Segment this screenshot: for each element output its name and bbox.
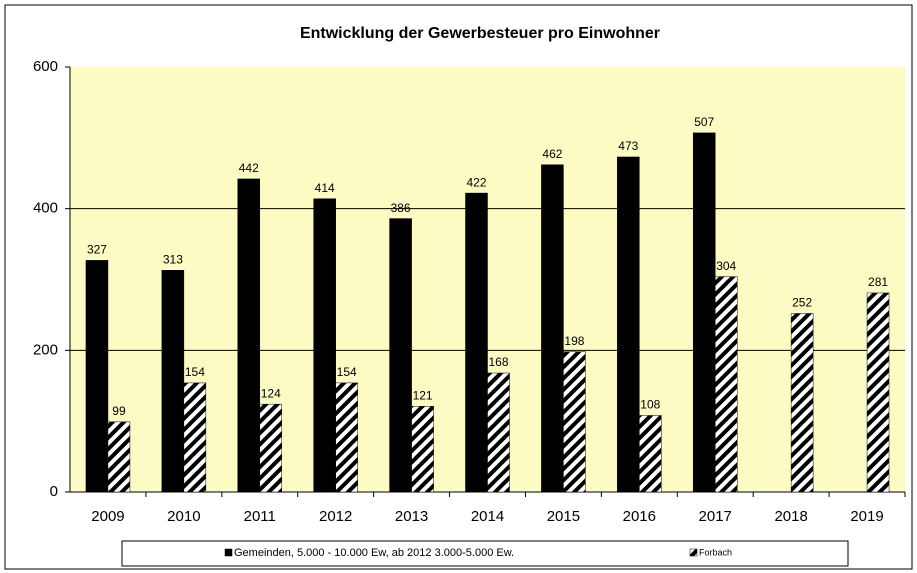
- x-tick-label: 2013: [395, 508, 428, 525]
- data-label: 108: [640, 398, 660, 412]
- data-label: 124: [261, 386, 281, 400]
- bar: [790, 313, 814, 493]
- x-tick-label: 2011: [244, 508, 276, 525]
- data-label: 422: [466, 175, 486, 189]
- bar: [563, 351, 586, 493]
- data-label: 442: [239, 161, 259, 175]
- x-tick-label: 2010: [167, 508, 200, 525]
- x-tick-label: 2016: [623, 508, 656, 525]
- data-label: 414: [315, 181, 335, 195]
- legend-swatch: [224, 548, 233, 557]
- bar: [237, 178, 261, 493]
- x-tick-label: 2015: [547, 508, 580, 525]
- data-label: 304: [716, 259, 736, 273]
- data-label: 313: [163, 252, 183, 266]
- y-tick-label: 200: [33, 341, 58, 358]
- y-tick-label: 0: [50, 483, 58, 500]
- data-label: 252: [792, 296, 812, 310]
- data-label: 168: [488, 355, 508, 369]
- data-label: 154: [337, 365, 357, 379]
- chart-title: Entwicklung der Gewerbesteuer pro Einwoh…: [300, 25, 660, 42]
- legend-swatch: [689, 548, 698, 557]
- data-label: 473: [618, 139, 638, 153]
- x-tick-label: 2019: [850, 508, 883, 525]
- bar: [541, 164, 564, 493]
- data-label: 198: [564, 334, 584, 348]
- bar: [692, 132, 716, 493]
- y-tick-label: 400: [33, 200, 58, 217]
- bar: [259, 403, 283, 493]
- y-tick-label: 600: [33, 58, 58, 75]
- data-label: 281: [868, 275, 888, 289]
- bar: [183, 382, 207, 493]
- bar: [639, 415, 662, 493]
- bar: [389, 218, 412, 493]
- bar: [617, 156, 640, 493]
- x-tick-label: 2009: [91, 508, 124, 525]
- legend-label: Gemeinden, 5.000 - 10.000 Ew, ab 2012 3.…: [234, 547, 514, 559]
- x-tick-label: 2014: [471, 508, 504, 525]
- data-label: 99: [112, 404, 126, 418]
- data-label: 386: [391, 201, 411, 215]
- legend-label: Forbach: [699, 547, 732, 557]
- data-label: 154: [185, 365, 205, 379]
- data-label: 462: [542, 147, 562, 161]
- data-label: 327: [87, 243, 107, 257]
- bar: [465, 192, 488, 493]
- x-tick-label: 2012: [319, 508, 352, 525]
- bar: [411, 406, 434, 493]
- data-label: 121: [413, 388, 433, 402]
- bar: [714, 276, 738, 493]
- bar: [866, 292, 890, 493]
- data-label: 507: [694, 115, 714, 129]
- legend: [121, 540, 849, 567]
- x-tick-label: 2017: [699, 508, 732, 525]
- bar: [107, 421, 131, 493]
- bar: [85, 260, 109, 493]
- bar: [487, 372, 510, 493]
- bar: [313, 198, 336, 493]
- x-tick-label: 2018: [774, 508, 807, 525]
- bar: [161, 270, 185, 493]
- bar: [335, 382, 358, 493]
